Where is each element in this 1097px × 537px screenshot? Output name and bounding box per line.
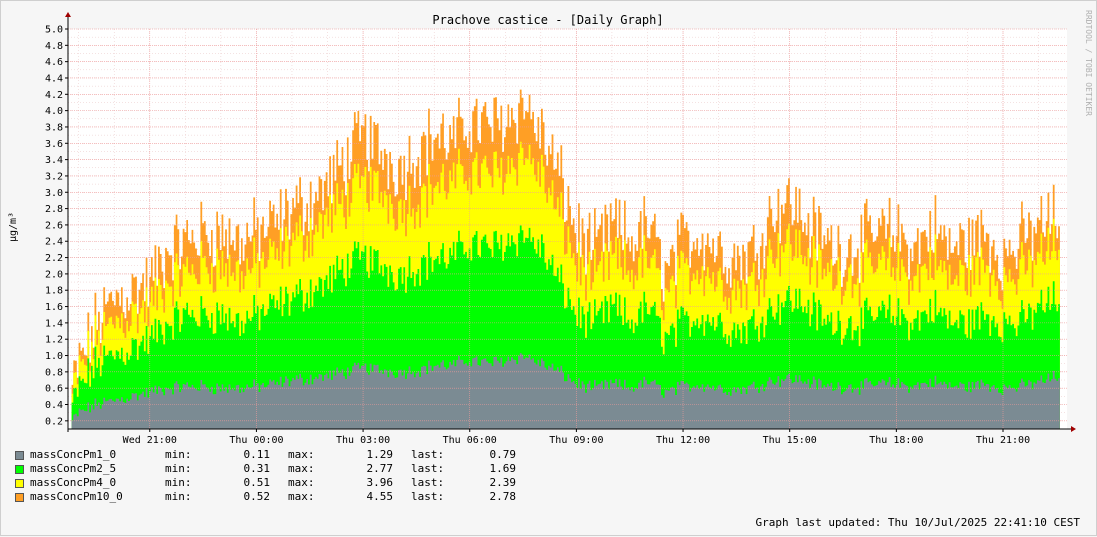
x-tick-label: Thu 03:00: [336, 435, 390, 446]
legend-swatch: [15, 478, 24, 488]
y-axis-label: µg/m³: [8, 212, 19, 242]
y-tick-label: 1.0: [45, 351, 63, 362]
legend-swatch: [15, 464, 24, 474]
series-area-massConcPm1_0: [71, 353, 1060, 429]
y-tick-label: 0.6: [45, 384, 63, 395]
y-tick-label: 1.2: [45, 335, 63, 346]
y-tick-label: 0.8: [45, 367, 63, 378]
y-tick-label: 4.6: [45, 57, 63, 68]
legend-max-label: max:: [288, 462, 315, 475]
legend-min-label: min:: [165, 490, 192, 503]
legend-min-label: min:: [165, 462, 192, 475]
x-tick-label: Wed 21:00: [123, 435, 177, 446]
legend-max-value: 1.29: [366, 448, 394, 461]
x-axis-arrow: [1071, 426, 1076, 432]
y-tick-label: 4.4: [45, 73, 63, 84]
legend-series-name: massConcPm4_0: [30, 476, 117, 489]
last-updated-footer: Graph last updated: Thu 10/Jul/2025 22:4…: [755, 516, 1080, 529]
legend-last-label: last:: [411, 448, 445, 461]
legend-row: massConcPm2_5 min: 0.31 max: 2.77 last: 1.69: [15, 462, 534, 476]
legend-swatch: [15, 450, 24, 460]
x-tick-label: Thu 09:00: [549, 435, 603, 446]
y-tick-label: 2.2: [45, 253, 63, 264]
y-tick-label: 1.6: [45, 302, 63, 313]
x-tick-label: Thu 12:00: [656, 435, 710, 446]
legend-min-label: min:: [165, 448, 192, 461]
y-tick-label: 3.6: [45, 139, 63, 150]
y-tick-label: 4.8: [45, 41, 63, 52]
legend-last-label: last:: [411, 490, 445, 503]
x-tick-label: Thu 18:00: [869, 435, 923, 446]
y-tick-label: 0.4: [45, 400, 63, 411]
x-tick-label: Thu 06:00: [443, 435, 497, 446]
legend-last-value: 2.78: [489, 490, 517, 503]
legend-row: massConcPm4_0 min: 0.51 max: 3.96 last: 2.39: [15, 476, 534, 490]
legend-swatch: [15, 492, 24, 502]
legend-series-name: massConcPm10_0: [30, 490, 123, 503]
y-tick-label: 1.4: [45, 318, 63, 329]
y-axis-arrow: [65, 12, 71, 17]
legend-row: massConcPm1_0 min: 0.11 max: 1.29 last: 0.79: [15, 448, 534, 462]
y-tick-label: 2.8: [45, 204, 63, 215]
legend-max-label: max:: [288, 448, 315, 461]
legend-row: massConcPm10_0 min: 0.52 max: 4.55 last: 2.78: [15, 490, 534, 504]
y-tick-label: 0.2: [45, 416, 63, 427]
y-tick-label: 3.8: [45, 122, 63, 133]
legend-last-label: last:: [411, 476, 445, 489]
y-tick-label: 2.6: [45, 220, 63, 231]
plot-area: 0.2 0.4 0.6 0.8 1.0 1.2 1.4 1.6 1.8 2.0 2.2 2.4 2.6 2…: [45, 12, 1076, 446]
legend-min-value: 0.31: [243, 462, 271, 475]
legend-max-value: 4.55: [366, 490, 394, 503]
legend-last-value: 2.39: [489, 476, 517, 489]
y-tick-label: 4.2: [45, 90, 63, 101]
legend-last-label: last:: [411, 462, 445, 475]
chart-title: Prachove castice - [Daily Graph]: [432, 13, 663, 27]
legend-series-name: massConcPm2_5: [30, 462, 117, 475]
legend-max-label: max:: [288, 490, 315, 503]
y-tick-label: 1.8: [45, 286, 63, 297]
watermark: RRDTOOL / TOBI OETIKER: [1084, 10, 1093, 116]
legend-last-value: 0.79: [489, 448, 517, 461]
legend-min-value: 0.11: [243, 448, 271, 461]
legend: massConcPm1_0 min: 0.11 max: 1.29 last: 0.79 ma…: [15, 448, 534, 504]
y-tick-label: 2.4: [45, 237, 63, 248]
legend-series-name: massConcPm1_0: [30, 448, 117, 461]
legend-min-label: min:: [165, 476, 192, 489]
legend-min-value: 0.51: [243, 476, 271, 489]
y-tick-label: 3.4: [45, 155, 63, 166]
y-tick-label: 4.0: [45, 106, 63, 117]
y-tick-label: 5.0: [45, 25, 63, 36]
x-tick-label: Thu 00:00: [229, 435, 283, 446]
legend-last-value: 1.69: [489, 462, 517, 475]
x-tick-label: Thu 15:00: [763, 435, 817, 446]
x-tick-label: Thu 21:00: [976, 435, 1030, 446]
legend-max-value: 2.77: [366, 462, 394, 475]
y-tick-label: 3.0: [45, 188, 63, 199]
legend-max-value: 3.96: [366, 476, 394, 489]
legend-max-label: max:: [288, 476, 315, 489]
legend-min-value: 0.52: [243, 490, 271, 503]
y-tick-label: 2.0: [45, 269, 63, 280]
y-tick-label: 3.2: [45, 171, 63, 182]
